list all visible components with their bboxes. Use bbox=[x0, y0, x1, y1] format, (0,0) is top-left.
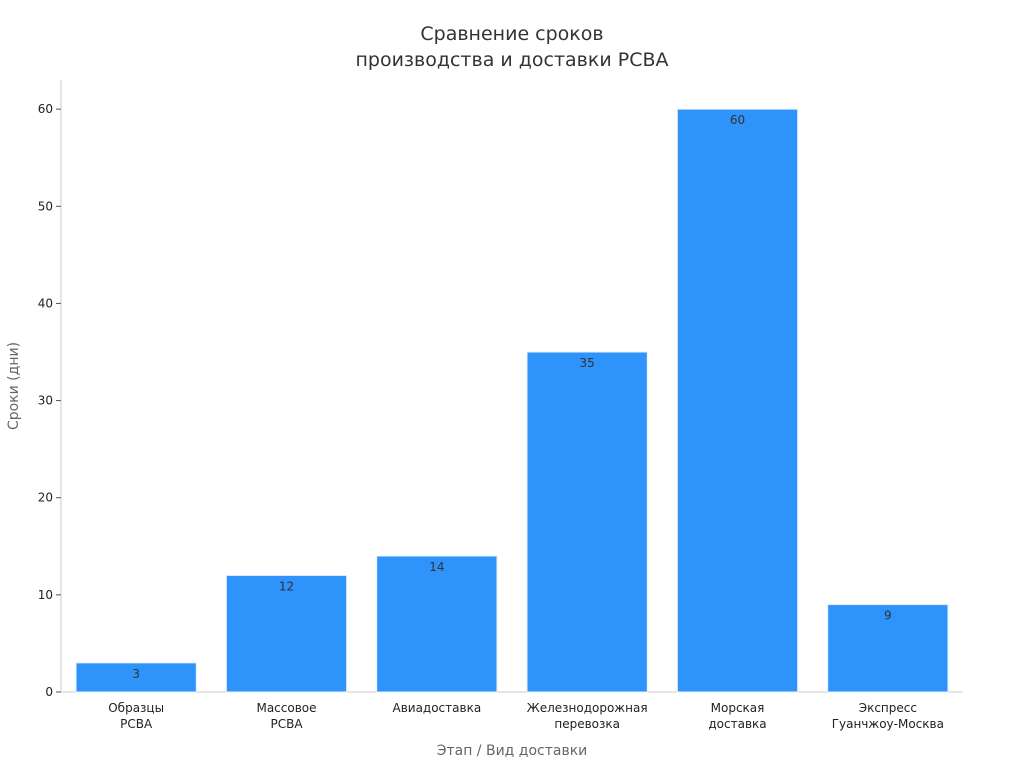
bars bbox=[75, 108, 949, 693]
y-tick-label: 60 bbox=[38, 102, 53, 116]
x-tick-label: Экспресс Гуанчжоу-Москва bbox=[832, 701, 944, 731]
axes: 0 10 20 30 40 50 60 Образцы PCBA Массовое PCBA Авиа… bbox=[38, 80, 963, 731]
y-tick-label: 10 bbox=[38, 588, 53, 602]
x-tick-label: Авиадоставка bbox=[392, 701, 481, 715]
x-tick-label: Железнодорожная перевозка bbox=[527, 701, 648, 731]
x-tick-label: Образцы PCBA bbox=[108, 701, 164, 731]
bar bbox=[526, 351, 648, 693]
y-tick-label: 20 bbox=[38, 491, 53, 505]
y-axis-title: Сроки (дни) bbox=[6, 342, 22, 430]
bar bbox=[827, 604, 949, 693]
chart-title: Сравнение сроков производства и доставки … bbox=[355, 23, 668, 71]
bar-value-label: 35 bbox=[580, 356, 595, 370]
bar-value-label: 14 bbox=[429, 560, 444, 574]
y-tick-label: 30 bbox=[38, 394, 53, 408]
y-tick-label: 40 bbox=[38, 296, 53, 310]
x-tick-label: Массовое PCBA bbox=[256, 701, 316, 731]
bar-value-label: 3 bbox=[132, 667, 140, 681]
bar bbox=[75, 662, 197, 693]
x-axis-title: Этап / Вид доставки bbox=[437, 743, 588, 759]
bar-value-label: 9 bbox=[884, 609, 892, 623]
chart-title-text: Сравнение сроков производства и доставки … bbox=[355, 23, 668, 71]
bar-value-label: 12 bbox=[279, 579, 294, 593]
bar-value-label: 60 bbox=[730, 113, 745, 127]
x-tick-label: Морская доставка bbox=[708, 701, 766, 731]
y-tick-label: 50 bbox=[38, 199, 53, 213]
bar bbox=[376, 555, 498, 693]
data-labels: 3 12 14 35 60 9 bbox=[132, 113, 891, 681]
bar bbox=[676, 108, 799, 693]
y-tick-label: 0 bbox=[45, 685, 53, 699]
bar bbox=[225, 574, 348, 693]
